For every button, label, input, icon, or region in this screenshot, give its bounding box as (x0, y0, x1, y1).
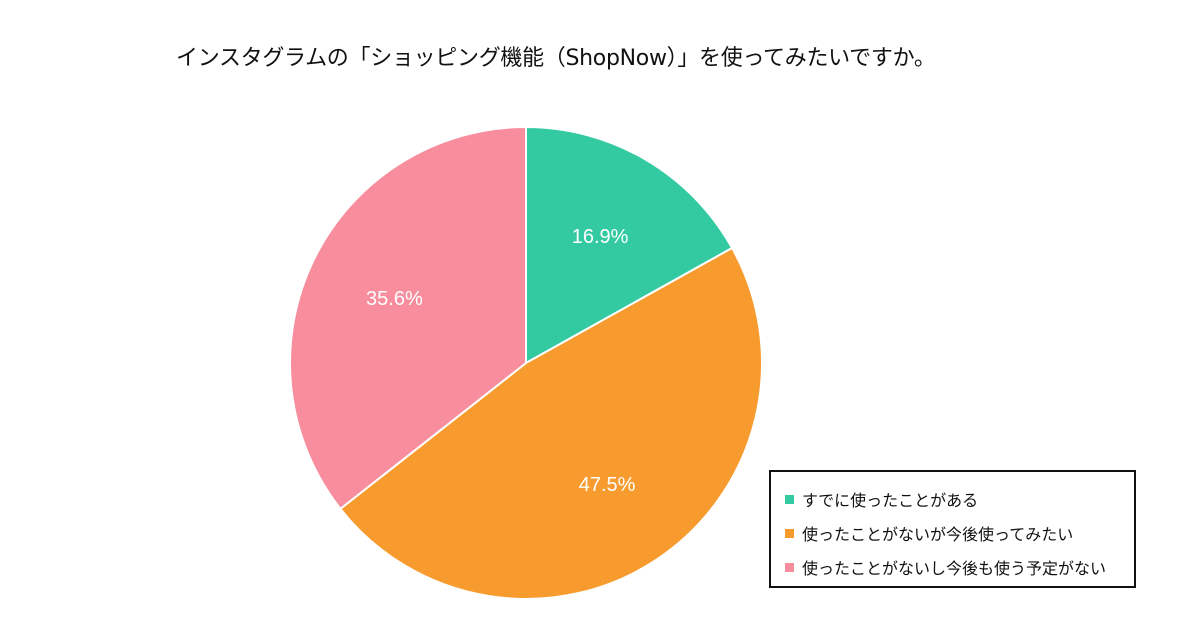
legend-label: 使ったことがないし今後も使う予定がない (802, 559, 1107, 578)
legend-item: 使ったことがないが今後使ってみたい (785, 516, 1134, 550)
slice-data-label: 47.5% (579, 474, 636, 496)
pie-slice (525, 125, 734, 365)
legend-item: すでに使ったことがある (785, 482, 1134, 516)
legend-swatch (785, 528, 794, 538)
legend-label: すでに使ったことがある (802, 491, 979, 510)
pie-slice (339, 246, 763, 600)
legend-label: 使ったことがないが今後使ってみたい (802, 525, 1074, 544)
legend-swatch (785, 562, 794, 572)
legend-item: 使ったことがないし今後も使う予定がない (785, 550, 1134, 584)
legend-swatch (785, 494, 794, 504)
pie-slice (289, 125, 527, 511)
legend: すでに使ったことがある 使ったことがないが今後使ってみたい 使ったことがないし今… (769, 470, 1136, 588)
slice-data-label: 16.9% (572, 226, 629, 248)
chart-title: インスタグラムの「ショッピング機能（ShopNow）」を使ってみたいですか。 (176, 46, 936, 71)
slice-data-label: 35.6% (366, 288, 423, 310)
